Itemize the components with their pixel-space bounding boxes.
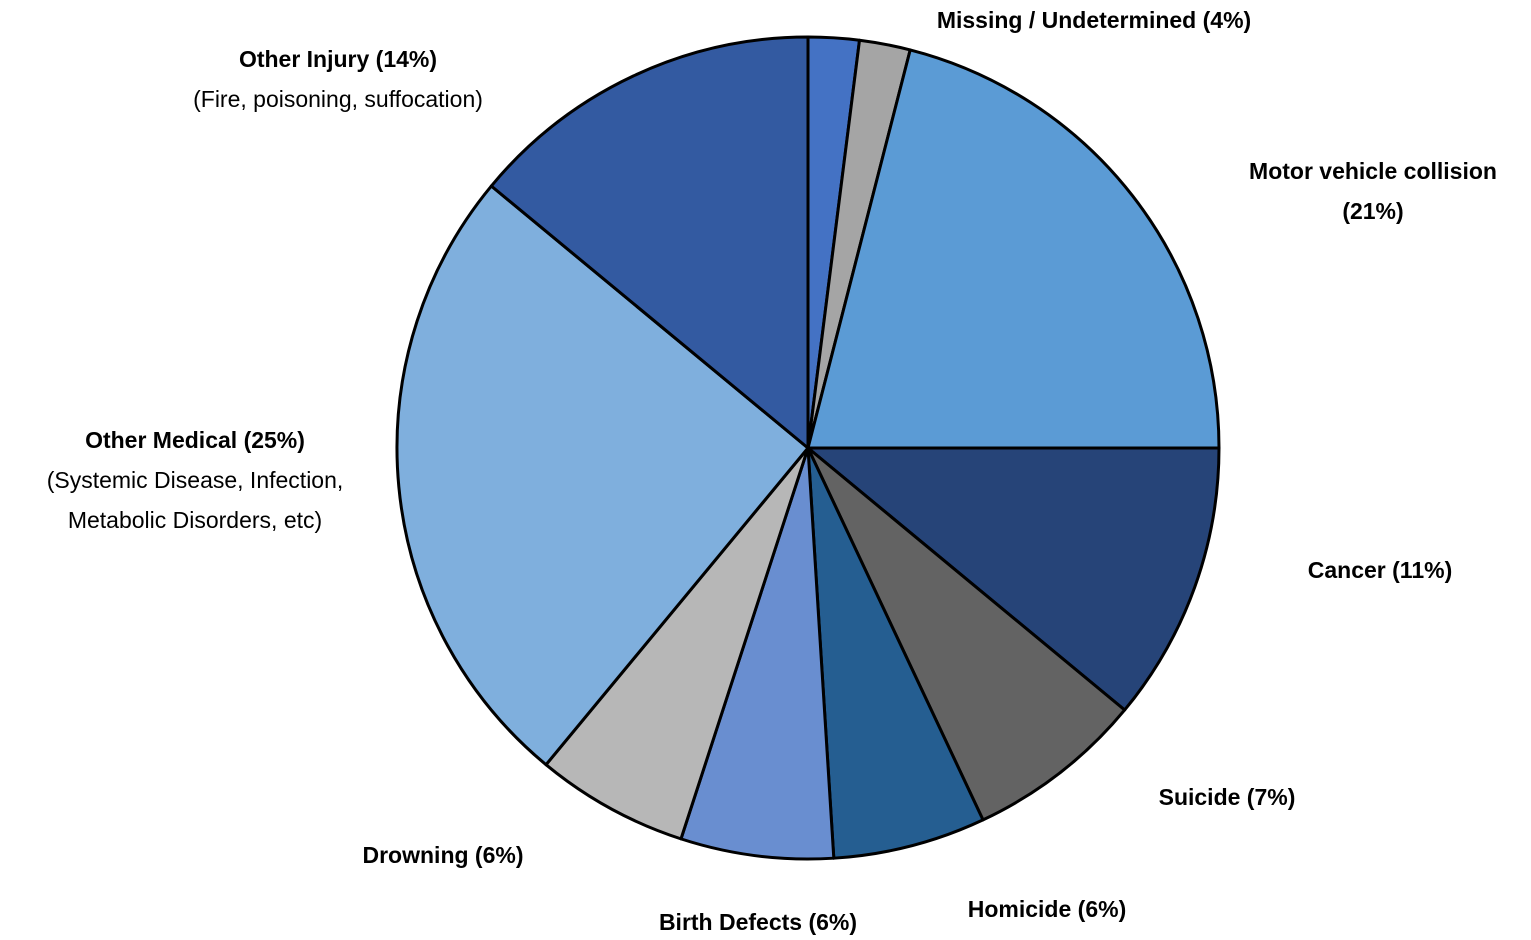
slice-label: Other Injury (14%) <box>239 46 437 72</box>
slice-label: Drowning (6%) <box>363 842 524 868</box>
slice-label: Cancer (11%) <box>1308 557 1452 583</box>
slice-note: Metabolic Disorders, etc) <box>68 507 322 533</box>
pie-slice <box>806 446 1221 712</box>
slice-label: Other Medical (25%) <box>85 427 305 453</box>
slice-label: Missing / Undetermined (4%) <box>937 7 1251 33</box>
pie-slice <box>806 48 1221 450</box>
slice-note: (Fire, poisoning, suffocation) <box>193 86 483 112</box>
pie-slice <box>806 446 985 860</box>
pie-slice <box>544 446 810 841</box>
pie-slice <box>489 35 810 450</box>
slice-label: Birth Defects (6%) <box>659 909 857 935</box>
pie-slice <box>395 184 810 767</box>
pie-slice <box>679 446 836 861</box>
slice-label: Homicide (6%) <box>968 896 1126 922</box>
slice-label: Motor vehicle collision <box>1249 158 1497 184</box>
slice-label: (21%) <box>1342 198 1403 224</box>
pie-slice <box>806 446 1127 822</box>
slice-label: Suicide (7%) <box>1159 784 1296 810</box>
slice-note: (Systemic Disease, Infection, <box>47 467 344 493</box>
